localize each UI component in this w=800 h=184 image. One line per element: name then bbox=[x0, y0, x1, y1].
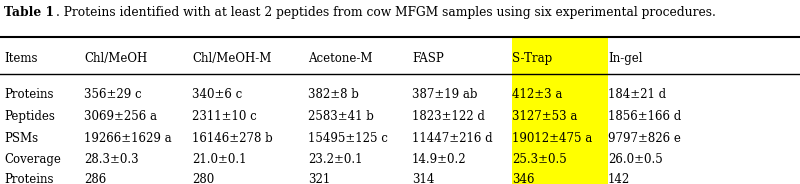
Text: 382±8 b: 382±8 b bbox=[308, 88, 359, 101]
Text: 1856±166 d: 1856±166 d bbox=[608, 110, 682, 123]
Text: Peptides: Peptides bbox=[4, 110, 55, 123]
Text: 21.0±0.1: 21.0±0.1 bbox=[192, 153, 246, 166]
Text: Chl/MeOH-M: Chl/MeOH-M bbox=[192, 52, 271, 65]
Text: 2311±10 c: 2311±10 c bbox=[192, 110, 257, 123]
Text: 346: 346 bbox=[512, 173, 534, 184]
Text: 356±29 c: 356±29 c bbox=[84, 88, 142, 101]
Text: Proteins: Proteins bbox=[4, 88, 54, 101]
Text: Proteins
(3 runs): Proteins (3 runs) bbox=[4, 173, 54, 184]
Text: Items: Items bbox=[4, 52, 38, 65]
Text: 9797±826 e: 9797±826 e bbox=[608, 132, 681, 146]
Text: 321: 321 bbox=[308, 173, 330, 184]
Text: 3127±53 a: 3127±53 a bbox=[512, 110, 578, 123]
Text: 412±3 a: 412±3 a bbox=[512, 88, 562, 101]
Bar bbox=[512, 37, 608, 74]
Text: Acetone-M: Acetone-M bbox=[308, 52, 373, 65]
Bar bbox=[512, 74, 608, 184]
Text: 26.0±0.5: 26.0±0.5 bbox=[608, 153, 662, 166]
Text: S-Trap: S-Trap bbox=[512, 52, 552, 65]
Text: 11447±216 d: 11447±216 d bbox=[412, 132, 493, 146]
Text: 14.9±0.2: 14.9±0.2 bbox=[412, 153, 466, 166]
Text: 3069±256 a: 3069±256 a bbox=[84, 110, 157, 123]
Text: PSMs: PSMs bbox=[4, 132, 38, 146]
Text: 16146±278 b: 16146±278 b bbox=[192, 132, 273, 146]
Text: 15495±125 c: 15495±125 c bbox=[308, 132, 388, 146]
Text: Table 1: Table 1 bbox=[4, 6, 54, 19]
Text: 23.2±0.1: 23.2±0.1 bbox=[308, 153, 362, 166]
Text: 19012±475 a: 19012±475 a bbox=[512, 132, 592, 146]
Text: 314: 314 bbox=[412, 173, 434, 184]
Text: FASP: FASP bbox=[412, 52, 444, 65]
Text: 184±21 d: 184±21 d bbox=[608, 88, 666, 101]
Text: 340±6 c: 340±6 c bbox=[192, 88, 242, 101]
Text: 19266±1629 a: 19266±1629 a bbox=[84, 132, 172, 146]
Text: 25.3±0.5: 25.3±0.5 bbox=[512, 153, 566, 166]
Text: Chl/MeOH: Chl/MeOH bbox=[84, 52, 147, 65]
Text: 286: 286 bbox=[84, 173, 106, 184]
Text: 142: 142 bbox=[608, 173, 630, 184]
Text: 28.3±0.3: 28.3±0.3 bbox=[84, 153, 138, 166]
Text: . Proteins identified with at least 2 peptides from cow MFGM samples using six e: . Proteins identified with at least 2 pe… bbox=[55, 6, 715, 19]
Text: 2583±41 b: 2583±41 b bbox=[308, 110, 374, 123]
Text: In-gel: In-gel bbox=[608, 52, 642, 65]
Text: Coverage: Coverage bbox=[4, 153, 61, 166]
Text: 387±19 ab: 387±19 ab bbox=[412, 88, 478, 101]
Text: 280: 280 bbox=[192, 173, 214, 184]
Text: 1823±122 d: 1823±122 d bbox=[412, 110, 485, 123]
